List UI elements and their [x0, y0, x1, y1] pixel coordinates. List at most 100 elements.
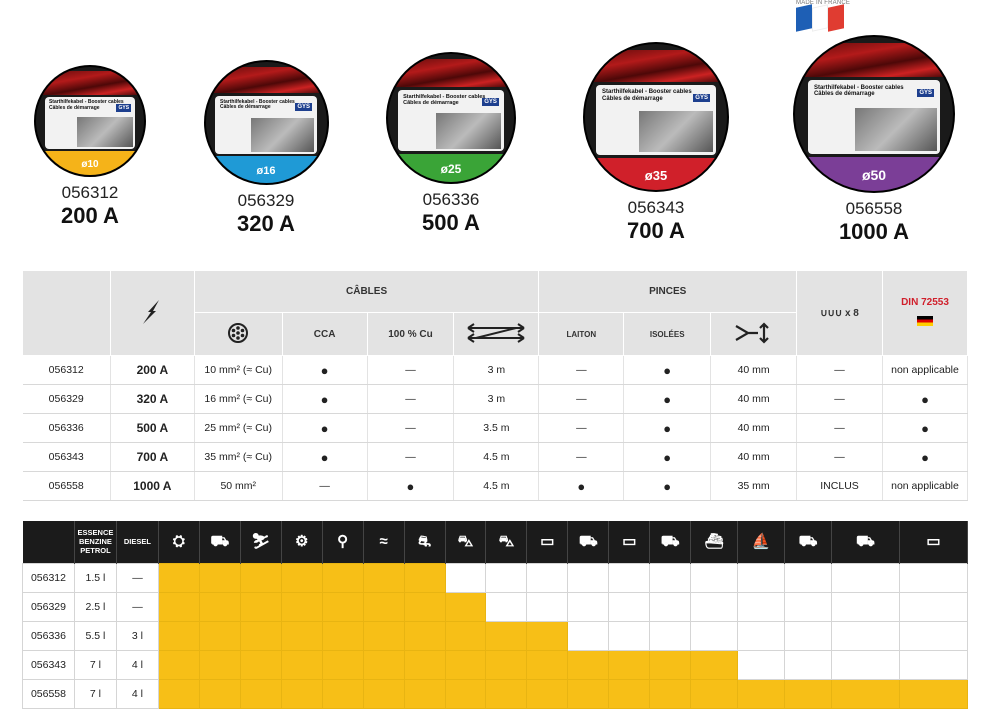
spec-row: 056336 500 A 25 mm² (≈ Cu) ● —3.5 m — ● 40 mm — ● [22, 413, 969, 443]
compat-cell [485, 591, 528, 622]
compat-cell [737, 591, 786, 622]
isolees-header: ISOLÉES [623, 312, 712, 356]
spec-row: 056343 700 A 35 mm² (≈ Cu) ● —4.5 m — ● 40 mm — ● [22, 442, 969, 472]
laiton-header: LAITON [538, 312, 625, 356]
compat-cell [444, 678, 487, 709]
compat-cell [831, 562, 900, 593]
din-header: DIN 72553 [881, 270, 969, 356]
compat-cell [198, 562, 241, 593]
compat-cell [831, 678, 900, 709]
compat-cell [784, 678, 833, 709]
jetski-icon: ≈ [379, 533, 388, 551]
compat-cell [567, 678, 610, 709]
compat-cell [737, 562, 786, 593]
compat-cell [784, 562, 833, 593]
compat-cell [690, 620, 739, 651]
compat-cell [898, 649, 969, 680]
compat-cell [157, 562, 200, 593]
compat-cell [280, 620, 323, 651]
boat-icon: ⛴ [704, 533, 724, 551]
vehicle-row: 056312 1.5 l — [22, 562, 969, 593]
compat-cell [280, 562, 323, 593]
cables-group-header: CÂBLES [193, 270, 540, 313]
product-code: 056312 [61, 183, 119, 202]
compat-cell [898, 562, 969, 593]
compat-cell [608, 678, 651, 709]
compat-cell [239, 649, 282, 680]
made-in-france-flag: MADE IN FRANCE [796, 0, 850, 32]
clamp-opening-icon [710, 312, 798, 356]
product-card: Starthilfekabel - Booster cables Câbles d… [582, 42, 730, 244]
compat-cell [608, 649, 651, 680]
cable-bag-image: Starthilfekabel - Booster cables Câbles d… [386, 52, 516, 184]
compat-cell [898, 678, 969, 709]
compat-cell [403, 620, 446, 651]
compat-cell [198, 591, 241, 622]
van-icon: ▭ [540, 533, 555, 551]
product-card: Starthilfekabel - Booster cables Câbles d… [30, 65, 150, 229]
compat-cell [403, 562, 446, 593]
compat-cell [444, 649, 487, 680]
harvester-icon: ⛟ [798, 533, 818, 551]
compat-cell [784, 649, 833, 680]
compat-cell [239, 591, 282, 622]
power-icon [109, 270, 195, 356]
compat-cell [608, 620, 651, 651]
product-amps: 500 A [422, 210, 480, 235]
spec-table: CÂBLES PINCES ∪∪∪ x 8 DIN 72553 CCA 100 … [22, 270, 969, 501]
product-card: Starthilfekabel - Booster cables Câbles d… [385, 52, 517, 236]
compat-cell [898, 591, 969, 622]
product-code: 056558 [845, 199, 903, 218]
product-card: Starthilfekabel - Booster cables Câbles d… [200, 60, 332, 237]
compat-cell [526, 649, 569, 680]
mower-icon: ⛭ [172, 533, 185, 551]
compat-cell [403, 591, 446, 622]
compat-cell [831, 649, 900, 680]
product-code: 056329 [237, 191, 295, 210]
cement-truck-icon: ⛟ [660, 533, 680, 551]
compat-cell [280, 591, 323, 622]
compat-cell [784, 591, 833, 622]
compat-cell [157, 620, 200, 651]
vehicle-row: 056329 2.5 l — [22, 591, 969, 622]
cable-bag-image: Starthilfekabel - Booster cables Câbles d… [203, 60, 329, 185]
compat-cell [690, 649, 739, 680]
compat-cell [280, 678, 323, 709]
motorcycle-icon: ⚲ [337, 533, 349, 551]
tractor-icon: ⛟ [578, 533, 598, 551]
cable-section-icon [193, 312, 283, 356]
compat-cell [831, 591, 900, 622]
compat-cell [608, 591, 651, 622]
sailboat-icon: ⛵ [751, 533, 771, 551]
product-amps: 200 A [61, 203, 119, 228]
bus-icon: ▭ [926, 533, 941, 551]
compat-cell [831, 620, 900, 651]
compat-cell [526, 620, 569, 651]
compat-cell [403, 649, 446, 680]
compat-cell [321, 620, 364, 651]
compat-cell [198, 649, 241, 680]
compat-cell [526, 591, 569, 622]
compat-cell [321, 591, 364, 622]
spec-row: 056558 1000 A 50 mm² — ● 4.5 m ● ● 35 mm INCLUS no… [22, 471, 969, 501]
product-lineup: Starthilfekabel - Booster cables Câbles d… [0, 0, 991, 265]
compat-cell [649, 562, 692, 593]
product-amps: 700 A [627, 218, 685, 243]
copper-header: 100 % Cu [366, 312, 455, 356]
compat-cell [444, 562, 487, 593]
cable-bag-image: Starthilfekabel - Booster cables Câbles d… [34, 65, 146, 177]
snowmobile-icon: ⛷ [251, 533, 271, 551]
compat-cell [608, 562, 651, 593]
compat-cell [157, 678, 200, 709]
compat-cell [567, 620, 610, 651]
compat-cell [157, 649, 200, 680]
compat-cell [444, 591, 487, 622]
vehicle-compatibility-table: ESSENCE BENZINE PETROL DIESEL ⛭ ⛟ ⛷ ⚙ ⚲ ≈ ⛐ ⛍ ⛍ ▭ ⛟ ▭… [22, 521, 969, 709]
compat-cell [239, 620, 282, 651]
spec-row: 056312 200 A 10 mm² (≈ Cu) ● —3 m — ● 40 mm — non… [22, 355, 969, 385]
length-icon [453, 312, 540, 356]
compat-cell [362, 678, 405, 709]
camper-icon: ▭ [622, 533, 637, 551]
